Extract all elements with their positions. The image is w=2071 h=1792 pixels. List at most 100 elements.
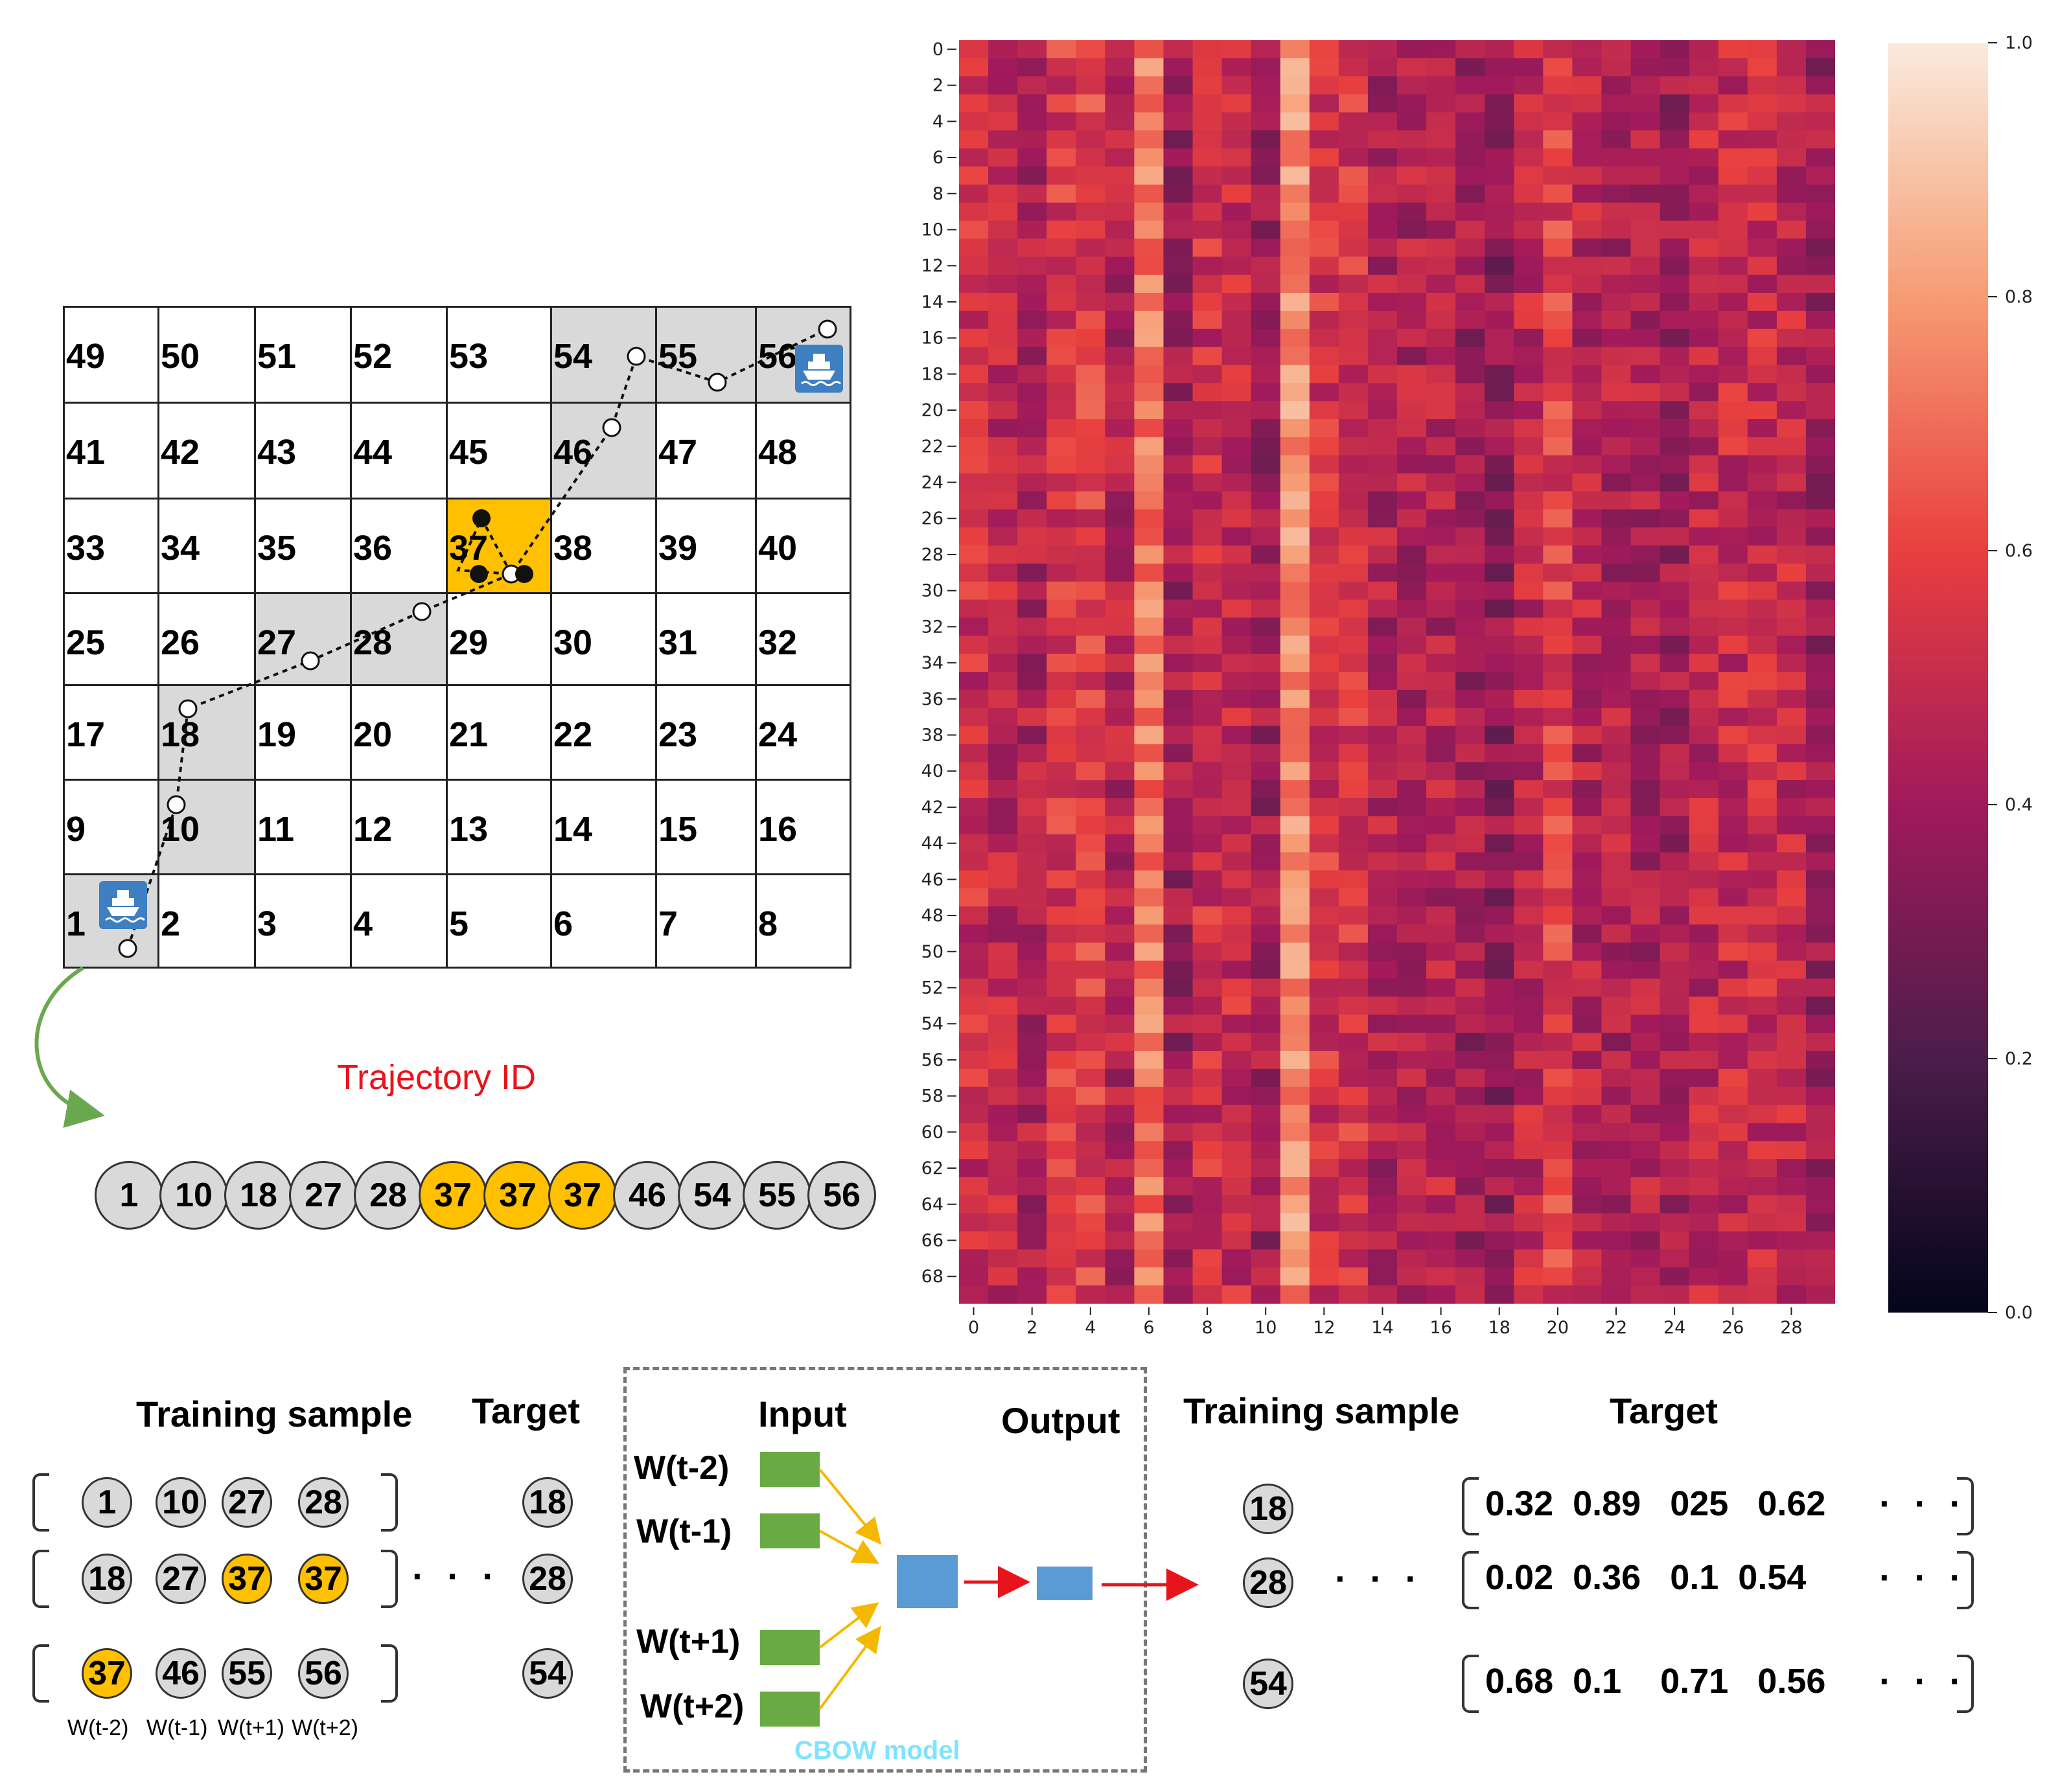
heatmap-cell (1338, 130, 1369, 149)
heatmap-cell (1397, 184, 1427, 203)
heatmap-cell (1221, 275, 1252, 293)
heatmap-cell (988, 238, 1018, 257)
heatmap-cell (1572, 167, 1602, 185)
heatmap-cell (1280, 509, 1310, 528)
x-tick-label: 18 (1488, 1318, 1510, 1338)
heatmap-cell (1367, 76, 1398, 95)
heatmap-cell (1630, 599, 1661, 619)
heatmap-cell (1455, 455, 1485, 474)
heatmap-cell (1718, 707, 1748, 727)
heatmap-cell (1309, 942, 1339, 961)
heatmap-cell (1017, 293, 1047, 312)
heatmap-cell (1805, 527, 1835, 546)
heatmap-cell (1426, 383, 1456, 402)
heatmap-cell (1163, 473, 1194, 492)
heatmap-cell (1338, 672, 1369, 691)
heatmap-cell (1718, 148, 1748, 167)
heatmap-cell (1105, 167, 1135, 185)
heatmap-cell (1309, 654, 1339, 672)
heatmap-cell (1455, 94, 1485, 113)
heatmap-cell (1076, 1141, 1105, 1160)
heatmap-cell (1660, 347, 1690, 366)
heatmap-cell (1660, 654, 1690, 672)
heatmap-cell (1163, 1068, 1194, 1088)
heatmap-cell (1397, 689, 1427, 709)
heatmap-cell (1367, 58, 1398, 77)
heatmap-cell (1572, 347, 1602, 366)
heatmap-cell (1338, 455, 1369, 474)
grid-cell-number: 15 (658, 810, 698, 849)
heatmap-cell (1397, 870, 1427, 889)
heatmap-cell (1805, 455, 1835, 474)
heatmap-cell (1630, 328, 1661, 348)
heatmap-cell (1514, 365, 1544, 384)
heatmap-cell (1047, 383, 1076, 402)
heatmap-cell (1485, 636, 1514, 654)
heatmap-cell (1163, 455, 1194, 474)
heatmap-cell (1163, 167, 1194, 185)
heatmap-cell (1076, 888, 1105, 907)
heatmap-cell (1689, 636, 1719, 654)
heatmap-cell (1017, 1033, 1047, 1051)
heatmap-cell (1397, 238, 1427, 257)
heatmap-cell (1338, 925, 1369, 943)
heatmap-cell (1251, 1033, 1281, 1051)
heatmap-cell (1572, 654, 1602, 672)
heatmap-cell (1047, 888, 1076, 907)
heatmap-cell (1776, 942, 1807, 961)
heatmap-cell (1192, 220, 1223, 240)
heatmap-cell (1455, 527, 1485, 546)
heatmap-cell (1805, 689, 1835, 709)
heatmap-cell (1660, 473, 1690, 492)
heatmap-cell (1455, 184, 1485, 203)
heatmap-cell (1485, 293, 1514, 312)
heatmap-cell (1017, 617, 1047, 636)
heatmap-cell (1572, 112, 1602, 131)
heatmap-cell (988, 1105, 1018, 1124)
context-position-label: W(t+2) (292, 1716, 358, 1740)
heatmap-cell (1514, 220, 1544, 240)
heatmap-cell (1747, 347, 1777, 366)
context-node: 46 (156, 1648, 206, 1699)
heatmap-cell (1601, 94, 1632, 113)
heatmap-cell (1280, 1159, 1310, 1178)
heatmap-cell (1572, 960, 1602, 980)
heatmap-cell (1338, 960, 1369, 980)
heatmap-cell (1367, 960, 1398, 980)
heatmap-cell (1047, 527, 1076, 546)
heatmap-cell (1309, 925, 1339, 943)
heatmap-cell (1221, 1033, 1252, 1051)
heatmap-cell (1047, 1086, 1076, 1106)
heatmap-cell (959, 437, 989, 456)
heatmap-cell (1280, 1249, 1310, 1268)
heatmap-cell (1689, 726, 1719, 745)
heatmap-cell (1280, 1177, 1310, 1196)
heatmap-cell (1280, 473, 1310, 492)
heatmap-cell (1514, 942, 1544, 961)
heatmap-cell (1776, 798, 1807, 817)
heatmap-cell (1076, 148, 1105, 167)
heatmap-cell (1047, 76, 1076, 95)
heatmap-cell (1192, 473, 1223, 492)
heatmap-cell (1163, 1015, 1194, 1033)
heatmap-cell (1630, 1249, 1661, 1268)
heatmap-cell (1309, 996, 1339, 1015)
end-ship-icon (795, 345, 843, 393)
heatmap-cell (1718, 888, 1748, 907)
heatmap-cell (1660, 636, 1690, 654)
heatmap-cell (1805, 347, 1835, 366)
heatmap-cell (1309, 184, 1339, 203)
heatmap-cell (1017, 1159, 1047, 1178)
heatmap-cell (1718, 527, 1748, 546)
heatmap-cell (1485, 310, 1514, 330)
heatmap-cell (988, 1159, 1018, 1178)
heatmap-cell (1601, 112, 1632, 131)
heatmap-cell (1221, 1051, 1252, 1070)
heatmap-cell (1192, 419, 1223, 438)
heatmap-cell (1163, 762, 1194, 781)
heatmap-cell (1426, 599, 1456, 619)
heatmap-cell (1426, 798, 1456, 817)
heatmap-cell (1455, 220, 1485, 240)
heatmap-cell (1776, 347, 1807, 366)
heatmap-cell (1221, 978, 1252, 998)
